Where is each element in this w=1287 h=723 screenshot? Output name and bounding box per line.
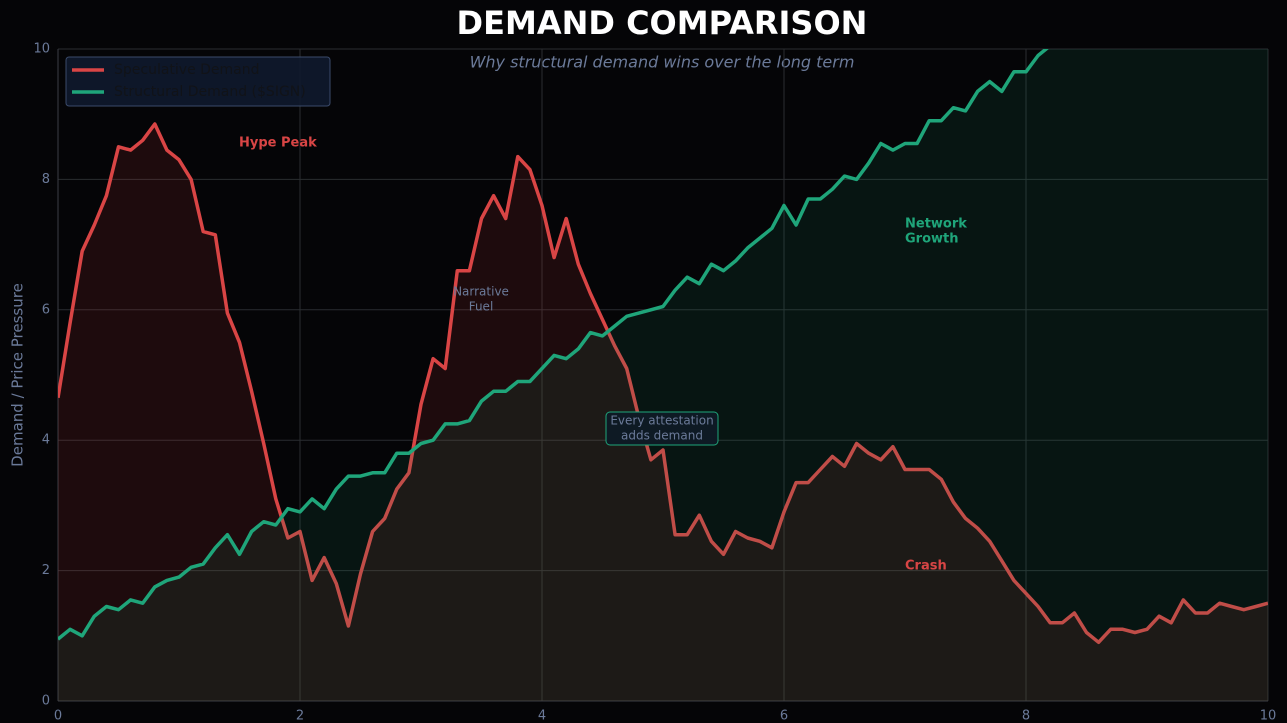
area-fill [58, 49, 1268, 701]
annotation: Hype Peak [239, 136, 317, 151]
annotation: Crash [905, 559, 947, 574]
x-tick-label: 8 [1022, 709, 1030, 723]
legend-label: Structural Demand ($SIGN) [114, 84, 306, 100]
line [58, 122, 1268, 645]
annotation: Growth [905, 232, 959, 247]
x-tick-label: 6 [780, 709, 788, 723]
annotation: Network [905, 217, 967, 232]
x-tick-label: 2 [296, 709, 304, 723]
y-tick-label: 6 [42, 302, 50, 317]
plot-area [58, 49, 1268, 701]
annotation: Narrative [453, 285, 509, 299]
chart-subtitle: Why structural demand wins over the long… [470, 53, 855, 72]
line [58, 49, 1049, 641]
annotation: Fuel [469, 300, 494, 314]
legend-label: Speculative Demand [114, 62, 260, 78]
x-tick-label: 4 [538, 709, 546, 723]
y-axis-label: Demand / Price Pressure [9, 283, 27, 467]
annotation: Every attestation [610, 414, 713, 428]
x-tick-label: 10 [1260, 709, 1277, 723]
y-tick-label: 0 [42, 694, 50, 709]
y-tick-label: 4 [42, 433, 50, 448]
annotation: adds demand [621, 429, 703, 443]
annotation-box [605, 411, 719, 446]
y-tick-label: 10 [33, 42, 50, 57]
y-tick-label: 2 [42, 563, 50, 578]
y-tick-label: 8 [42, 172, 50, 187]
legend-box [65, 56, 331, 107]
chart-title: DEMAND COMPARISON [457, 4, 868, 42]
area-fill [58, 124, 1268, 701]
x-tick-label: 0 [54, 709, 62, 723]
